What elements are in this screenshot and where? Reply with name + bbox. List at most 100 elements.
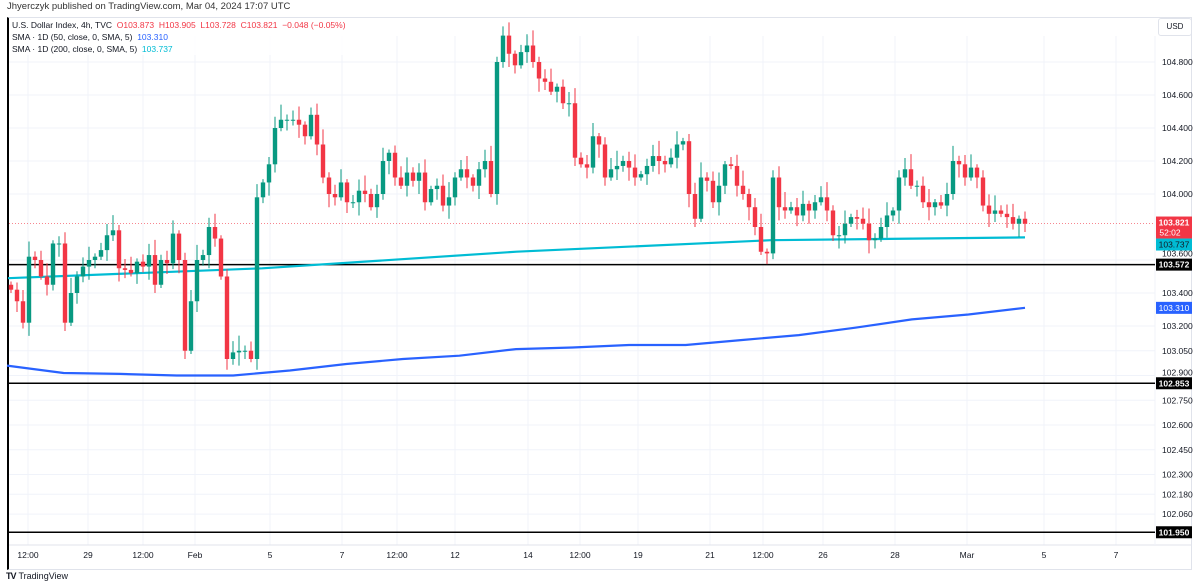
candle [284,114,290,131]
x-tick-label: Feb [188,550,203,560]
candle [374,184,380,218]
candle-body [704,177,710,181]
candle-body [146,255,152,267]
candle [788,201,794,214]
candle [266,157,272,196]
candle [416,163,422,194]
symbol-title[interactable]: U.S. Dollar Index, 4h, TVC [12,20,112,30]
candle [326,172,332,208]
candle-body [872,238,878,241]
candle-body [368,194,374,208]
candle-body [92,256,98,260]
candle [104,224,110,261]
candle [410,167,416,187]
y-tick-label: 102.060 [1162,509,1193,519]
last-price-tag [1156,216,1192,239]
candle [722,161,728,194]
candle [578,152,584,168]
x-tick-label: 19 [633,550,643,560]
candle [926,189,932,221]
candle-body [260,182,266,198]
candle-body [956,161,962,165]
candle [50,240,56,291]
candle-body [110,230,116,236]
candle [1022,211,1028,232]
candle [938,194,944,209]
candle-body [104,235,110,251]
candle [446,182,452,219]
legend-sma50-row[interactable]: SMA · 1D (50, close, 0, SMA, 5) 103.310 [12,31,346,43]
y-tick-label: 104.200 [1162,156,1193,166]
candle-body [818,197,824,203]
ohlc-high: H103.905 [158,20,196,30]
x-tick-label: 12 [450,550,460,560]
candle-body [500,35,506,62]
candle-body [686,141,692,194]
y-tick-label: 102.750 [1162,395,1193,405]
candle-body [980,177,986,206]
candle [158,254,164,289]
candle-body [446,197,452,206]
candle-body [464,169,470,178]
ohlc-close: C103.821 [240,20,278,30]
candle-body [728,164,734,166]
candle [44,263,50,296]
candle-body [908,169,914,186]
currency-button[interactable]: USD [1158,18,1192,36]
candle-body [1022,218,1028,224]
candle [482,149,488,178]
candle [794,197,800,227]
candle [260,179,266,204]
candle [290,110,296,126]
candle-body [950,161,956,194]
candle-body [416,172,422,181]
candle-body [218,238,224,277]
candle-body [590,136,596,168]
candle-body [770,177,776,254]
candle [188,290,194,355]
candle-body [152,255,158,285]
candle [92,253,98,269]
candle [380,147,386,200]
candle [14,282,20,312]
candle [782,192,788,219]
candle [584,155,590,179]
candle [206,217,212,269]
candle [332,184,338,206]
candle [656,140,662,175]
footer-brand-label: TradingView [18,571,69,581]
candle [680,137,686,151]
candle [692,182,698,227]
candle-body [884,215,890,227]
footer-brand[interactable]: TV TradingView [6,571,68,581]
candle-body [26,256,32,323]
candle-body [974,167,980,178]
candle [278,104,284,132]
candle [368,188,374,211]
candle-body [386,152,392,161]
candle-body [650,156,656,166]
candle [122,259,128,279]
candle [986,194,992,227]
candle-body [614,165,620,170]
horizontal-level-label: 101.950 [1159,527,1190,537]
candle-body [230,352,236,359]
candle [488,145,494,198]
candle [164,250,170,275]
y-tick-label: 103.400 [1162,288,1193,298]
candle [596,132,602,158]
candle [644,158,650,185]
candle [866,208,872,254]
candle [860,207,866,230]
candle [752,197,758,236]
candle-body [800,203,806,216]
candle-body [794,207,800,216]
candle-body [716,185,722,203]
legend-sma200-row[interactable]: SMA · 1D (200, close, 0, SMA, 5) 103.737 [12,43,346,55]
candle [770,170,776,260]
candle [554,83,560,103]
x-tick-label: 12:00 [132,550,154,560]
candle [152,239,158,293]
candle-body [362,190,368,194]
